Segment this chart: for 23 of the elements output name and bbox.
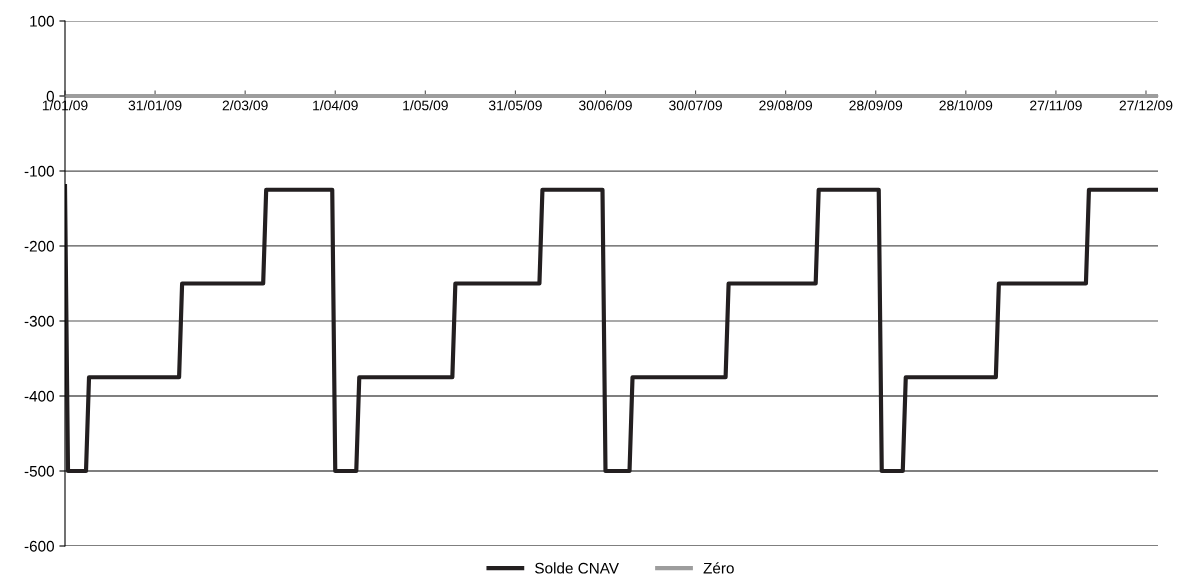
x-tick-label: 31/01/09 <box>128 100 182 111</box>
x-tick-label: 27/11/09 <box>1030 100 1082 111</box>
x-tick-label: 27/12/09 <box>1119 100 1173 111</box>
x-tick-label: 29/08/09 <box>759 100 813 111</box>
legend-label: Solde CNAV <box>535 562 619 574</box>
x-tick-label: 1/04/09 <box>313 100 358 111</box>
x-tick-label: 30/06/09 <box>578 100 632 111</box>
y-tick-label: -400 <box>24 390 54 402</box>
y-tick-label: -200 <box>24 240 54 252</box>
y-tick-label: -100 <box>24 165 54 177</box>
x-tick-label: 1/05/09 <box>403 100 448 111</box>
x-tick-label: 30/07/09 <box>669 100 722 111</box>
legend-label: Zéro <box>703 562 734 574</box>
y-tick-label: -300 <box>24 315 54 327</box>
x-tick-label: 31/05/09 <box>488 100 542 111</box>
y-tick-label: -600 <box>24 540 54 552</box>
x-tick-label: 28/10/09 <box>939 100 993 111</box>
y-tick-label: 100 <box>30 15 54 27</box>
line-series <box>65 183 1158 474</box>
y-tick-label: -500 <box>24 465 54 477</box>
x-tick-label: 28/09/09 <box>849 100 903 111</box>
y-tick-label: 0 <box>46 90 54 102</box>
x-tick-label: 2/03/09 <box>222 100 268 111</box>
